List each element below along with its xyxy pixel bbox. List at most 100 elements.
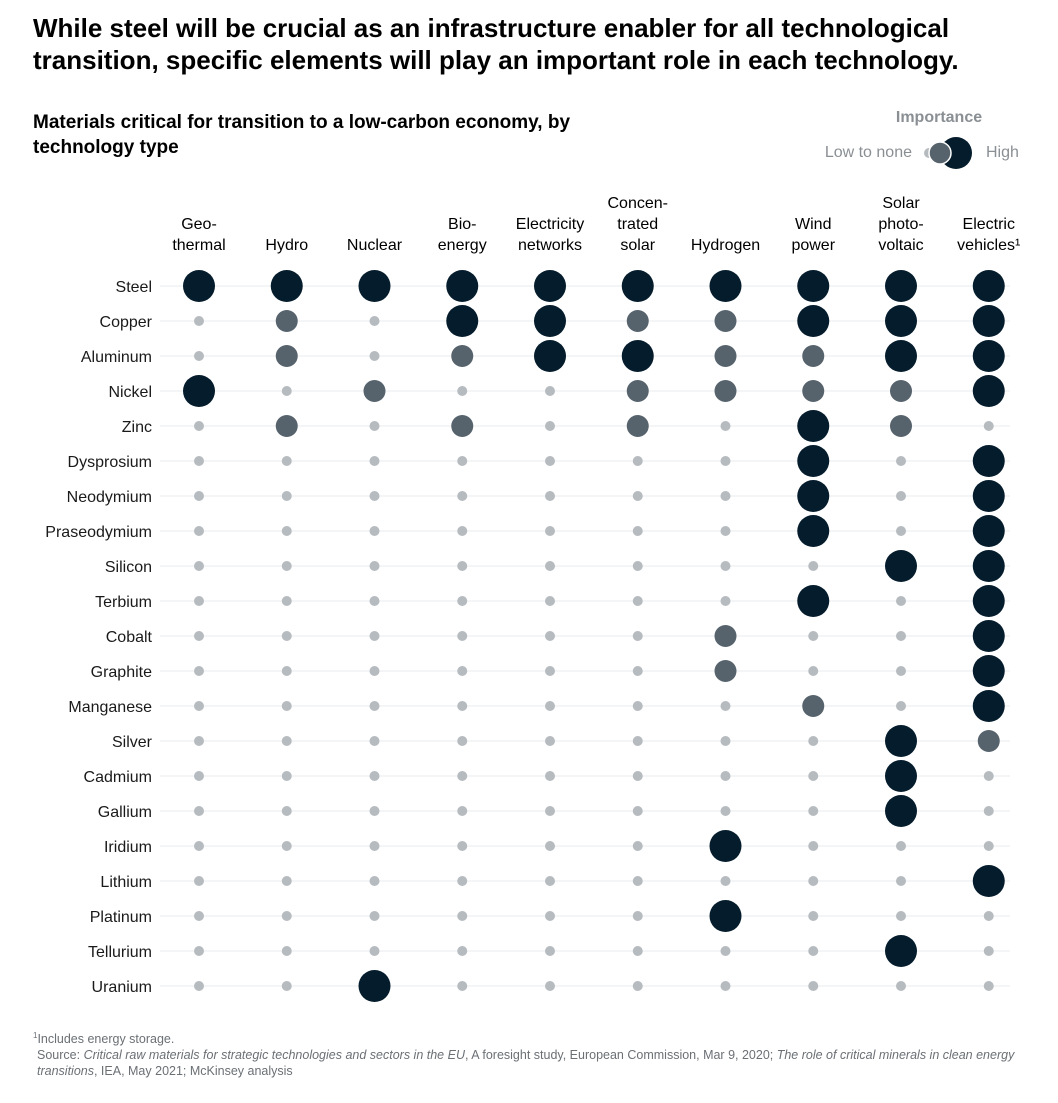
importance-matrix: Geo-thermal Hydro Nuclear Bio-energy Electri… (45, 195, 1020, 1002)
legend-dots (924, 137, 972, 169)
importance-dot (545, 911, 555, 921)
importance-dot (446, 305, 479, 337)
importance-dot (797, 270, 830, 302)
importance-dot (808, 771, 819, 781)
importance-dot (369, 666, 380, 676)
row-label-silicon: Silicon (105, 559, 152, 576)
importance-dot (797, 480, 830, 512)
row-label-cadmium: Cadmium (84, 769, 152, 786)
importance-dot (545, 666, 555, 676)
importance-dot (621, 340, 654, 372)
importance-dot (369, 316, 380, 326)
importance-dot (545, 771, 555, 781)
column-header-3-line-0: Bio- (448, 216, 476, 233)
legend-title: Importance (895, 109, 983, 126)
importance-dot (194, 666, 204, 676)
importance-dot (808, 911, 819, 921)
importance-dot (972, 270, 1005, 302)
importance-dot (369, 841, 380, 851)
importance-dot (281, 981, 292, 991)
legend-dot-medium (928, 141, 952, 165)
importance-dot (281, 456, 292, 466)
importance-dot (545, 456, 555, 466)
importance-dot (281, 526, 292, 536)
importance-dot (275, 415, 298, 437)
importance-dot (972, 865, 1005, 897)
source-suffix: , IEA, May 2021; McKinsey analysis (93, 1064, 293, 1079)
column-header-6-line-0: Hydrogen (691, 237, 760, 254)
importance-dot (896, 911, 906, 921)
importance-dot (632, 806, 643, 816)
importance-dot (194, 421, 204, 431)
importance-dot (720, 456, 731, 466)
importance-dot (983, 421, 994, 431)
importance-dot (632, 526, 643, 536)
importance-dot (720, 806, 731, 816)
importance-dot (457, 806, 468, 816)
importance-dot (270, 270, 303, 302)
importance-dot (797, 410, 830, 442)
column-header-8-line-2: voltaic (878, 237, 923, 254)
importance-dot (632, 911, 643, 921)
column-header-4-line-1: networks (518, 237, 582, 254)
importance-dot (972, 305, 1005, 337)
source-mid: , A foresight study, European Commission… (464, 1048, 777, 1063)
column-header-8-line-0: Solar (882, 195, 920, 212)
importance-dot (534, 340, 566, 372)
importance-dot (626, 415, 649, 437)
importance-dot (714, 660, 737, 682)
importance-dot (369, 596, 380, 606)
importance-dot (457, 911, 468, 921)
importance-dot (885, 725, 917, 757)
importance-dot (281, 841, 292, 851)
importance-dot (709, 270, 742, 302)
importance-dot (720, 876, 731, 886)
importance-dot (534, 270, 566, 302)
importance-dot (885, 935, 917, 967)
importance-dot (457, 561, 468, 571)
importance-dot (983, 841, 994, 851)
importance-dot (972, 445, 1005, 477)
importance-dot (632, 456, 643, 466)
importance-dot (709, 900, 742, 932)
importance-dot (885, 760, 917, 792)
importance-dot (808, 946, 819, 956)
importance-dot (632, 981, 643, 991)
importance-dot (896, 841, 906, 851)
row-label-cobalt: Cobalt (106, 629, 153, 646)
importance-dot (802, 380, 825, 402)
importance-dot (369, 456, 380, 466)
column-header-0-line-1: thermal (172, 237, 225, 254)
importance-dot (545, 981, 555, 991)
importance-dot (457, 736, 468, 746)
importance-dot (632, 876, 643, 886)
importance-dot (194, 911, 204, 921)
importance-dot (275, 310, 298, 332)
importance-dot (358, 270, 391, 302)
importance-dot (972, 690, 1005, 722)
importance-dot (281, 946, 292, 956)
footnote: 1Includes energy storage. Source: Critic… (33, 1028, 1023, 1079)
importance-dot (802, 695, 825, 717)
importance-dot (626, 380, 649, 402)
importance-dot (808, 806, 819, 816)
importance-dot (972, 550, 1005, 582)
row-label-manganese: Manganese (68, 699, 152, 716)
importance-dot (983, 981, 994, 991)
importance-dot (281, 911, 292, 921)
importance-dot (720, 596, 731, 606)
importance-dot (451, 345, 474, 367)
importance-dot (797, 305, 830, 337)
chart-title: Materials critical for transition to a l… (33, 112, 571, 158)
importance-dot (194, 316, 204, 326)
importance-dot (885, 305, 917, 337)
importance-dot (457, 526, 468, 536)
importance-dot (545, 841, 555, 851)
importance-dot (720, 981, 731, 991)
importance-dot (714, 310, 737, 332)
importance-dot (885, 270, 917, 302)
importance-dot (896, 526, 906, 536)
importance-dot (972, 515, 1005, 547)
importance-dot (545, 561, 555, 571)
importance-dot (545, 806, 555, 816)
